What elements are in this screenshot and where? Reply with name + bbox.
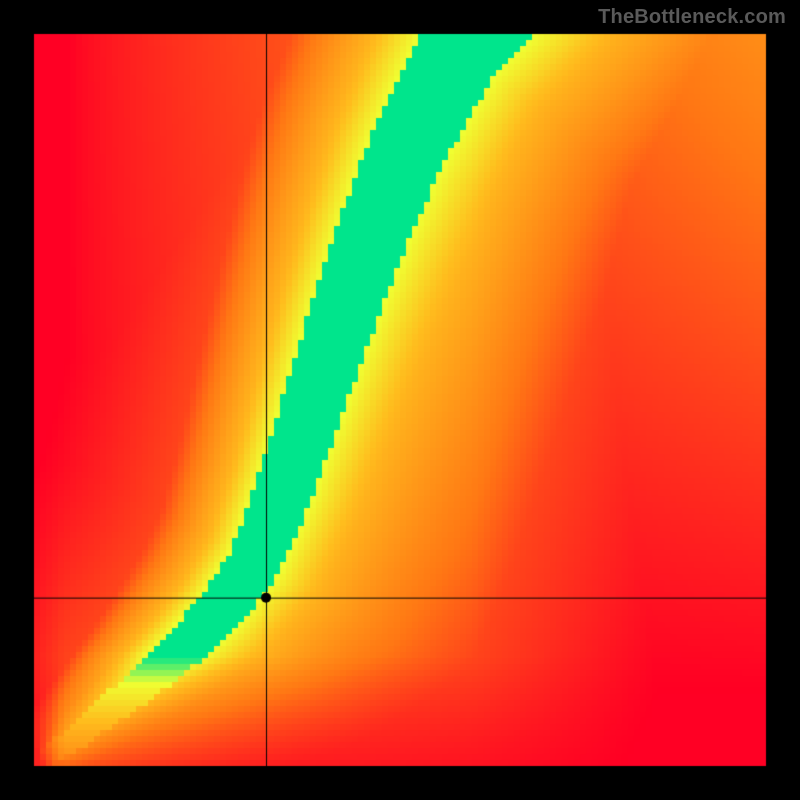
watermark-text: TheBottleneck.com bbox=[598, 6, 786, 29]
heatmap-canvas bbox=[0, 0, 800, 800]
